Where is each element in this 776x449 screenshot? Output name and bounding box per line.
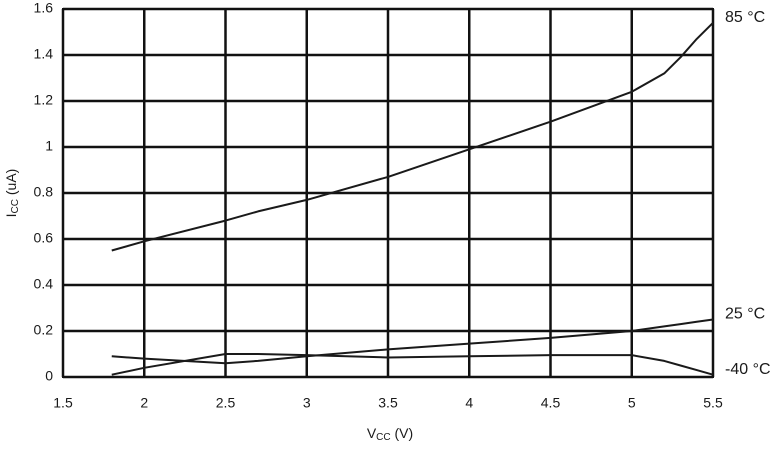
x-tick-label: 4.5 [541,395,561,411]
y-tick-label: 1 [45,138,53,154]
x-tick-label: 5.5 [703,395,723,411]
series-label: 85 °C [725,9,765,26]
y-tick-label: 1.6 [34,0,54,16]
x-label-rest: (V) [391,425,414,441]
series-line [111,22,714,252]
x-tick-label: 2.5 [216,395,236,411]
y-tick-label: 0.2 [34,322,54,338]
series-line [111,318,714,365]
y-tick-label: 0.8 [34,184,54,200]
y-tick-label: 0.6 [34,230,54,246]
x-label-main: V [367,425,377,441]
x-tick-label: 2 [140,395,148,411]
series-label: 25 °C [725,306,765,323]
y-label-sub: CC [10,199,21,213]
x-axis-label: VCC (V) [367,425,413,443]
y-tick-label: 0.4 [34,276,54,292]
x-tick-label: 4 [465,395,473,411]
x-label-sub: CC [376,432,390,443]
y-tick-label: 1.2 [34,92,54,108]
x-tick-label: 1.5 [53,395,73,411]
plot-frame [62,8,714,378]
y-label-rest: (uA) [3,169,19,199]
x-tick-label: 3.5 [378,395,398,411]
x-tick-label: 3 [303,395,311,411]
y-tick-label: 0 [45,368,53,384]
series-line [111,353,714,376]
y-axis-label: ICC (uA) [3,169,21,218]
y-label-main: I [3,213,19,217]
x-tick-label: 5 [628,395,636,411]
series-label: -40 °C [725,361,771,378]
y-tick-label: 1.4 [34,46,54,62]
